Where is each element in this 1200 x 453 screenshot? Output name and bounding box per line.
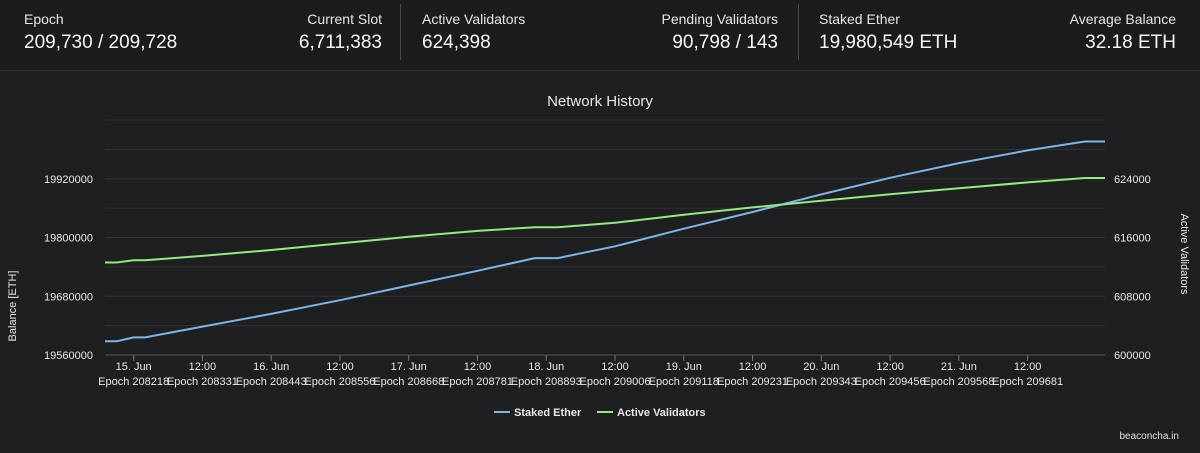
x-tick-epoch: Epoch 209006 <box>580 376 651 388</box>
legend-label: Active Validators <box>617 407 706 419</box>
legend-item-active-validators[interactable]: Active Validators <box>597 407 706 419</box>
x-axis: 15. Jun Epoch 208218 12:00 Epoch 208331 16. … <box>98 354 1105 388</box>
x-tick-date: 12:00 <box>326 361 354 373</box>
x-tick-epoch: Epoch 208781 <box>442 376 513 388</box>
chart-grid <box>105 119 1105 356</box>
y-axis-left-title: Balance [ETH] <box>7 271 19 342</box>
x-tick-epoch: Epoch 208331 <box>167 376 238 388</box>
x-tick-date: 15. Jun <box>116 361 152 373</box>
x-tick-epoch: Epoch 208443 <box>236 376 307 388</box>
x-tick-date: 12:00 <box>189 361 217 373</box>
chart-title: Network History <box>547 93 653 110</box>
network-history-chart[interactable]: Network History 19560000 19680000 19800000… <box>0 71 1200 448</box>
stat-current-slot-value: 6,711,383 <box>298 32 382 53</box>
stats-divider <box>798 4 799 60</box>
stat-active-validators: Active Validators 624,398 <box>422 10 525 55</box>
stat-staked-ether-value: 19,980,549 ETH <box>819 32 958 53</box>
x-tick-date: 20. Jun <box>803 361 839 373</box>
x-tick-date: 12:00 <box>739 361 767 373</box>
x-tick-epoch: Epoch 209681 <box>992 376 1063 388</box>
stat-average-balance-value: 32.18 ETH <box>1085 32 1176 53</box>
x-tick-epoch: Epoch 209118 <box>649 376 719 388</box>
x-tick-epoch: Epoch 209343 <box>786 376 857 388</box>
stat-pending-validators-value: 90,798 / 143 <box>672 32 778 53</box>
watermark[interactable]: beaconcha.in <box>1120 431 1180 442</box>
x-tick-date: 21. Jun <box>941 361 977 373</box>
y2-tick-label: 608000 <box>1114 291 1151 303</box>
stat-average-balance: Average Balance 32.18 ETH <box>1070 10 1176 55</box>
y2-tick-label: 600000 <box>1114 350 1151 362</box>
y2-tick-label: 616000 <box>1114 233 1151 245</box>
y-tick-label: 19680000 <box>44 291 93 303</box>
stat-epoch-value: 209,730 / 209,728 <box>24 32 178 53</box>
stat-active-validators-label: Active Validators <box>422 11 526 27</box>
x-tick-date: 12:00 <box>601 361 629 373</box>
stat-staked-ether-label: Staked Ether <box>819 11 900 27</box>
x-tick-epoch: Epoch 209231 <box>717 376 788 388</box>
x-tick-date: 12:00 <box>464 361 492 373</box>
x-tick-epoch: Epoch 208218 <box>98 376 169 388</box>
stat-staked-ether: Staked Ether 19,980,549 ETH <box>819 10 957 55</box>
stat-active-validators-value: 624,398 <box>422 32 491 53</box>
x-tick-epoch: Epoch 208556 <box>304 376 375 388</box>
stats-bar: Epoch 209,730 / 209,728 Current Slot 6,7… <box>0 0 1200 71</box>
chart-series[interactable] <box>105 140 1105 343</box>
series-line-staked-ether[interactable] <box>105 140 1105 343</box>
y-axis-right-title: Active Validators <box>1178 213 1190 295</box>
stat-average-balance-label: Average Balance <box>1069 11 1176 27</box>
y-tick-label: 19560000 <box>44 350 93 362</box>
x-tick-date: 16. Jun <box>253 361 289 373</box>
x-tick-epoch: Epoch 209456 <box>855 376 926 388</box>
chart-legend[interactable]: Staked Ether Active Validators <box>494 407 706 419</box>
y-tick-label: 19920000 <box>44 174 93 186</box>
stat-epoch-label: Epoch <box>24 11 64 27</box>
series-line-active-validators[interactable] <box>105 177 1105 264</box>
stat-pending-validators: Pending Validators 90,798 / 143 <box>662 10 778 55</box>
stats-divider <box>400 4 401 60</box>
stats-panel-epoch: Epoch 209,730 / 209,728 Current Slot 6,7… <box>0 0 400 70</box>
x-tick-date: 18. Jun <box>528 361 564 373</box>
chart-svg[interactable]: Network History 19560000 19680000 19800000… <box>0 71 1200 448</box>
y2-tick-label: 624000 <box>1114 174 1151 186</box>
y-tick-label: 19800000 <box>44 233 93 245</box>
legend-label: Staked Ether <box>514 407 582 419</box>
stats-panel-balance: Staked Ether 19,980,549 ETH Average Bala… <box>799 0 1200 70</box>
x-tick-date: 19. Jun <box>666 361 702 373</box>
stat-current-slot: Current Slot 6,711,383 <box>299 10 382 55</box>
stat-current-slot-label: Current Slot <box>307 11 382 27</box>
y-axis-left: 19560000 19680000 19800000 19920000 <box>44 174 93 362</box>
stats-panel-validators: Active Validators 624,398 Pending Valida… <box>401 0 798 70</box>
y-axis-right: 600000 608000 616000 624000 <box>1114 174 1151 362</box>
x-tick-epoch: Epoch 209568 <box>923 376 994 388</box>
stat-epoch: Epoch 209,730 / 209,728 <box>24 10 177 55</box>
x-tick-date: 12:00 <box>876 361 904 373</box>
x-tick-date: 12:00 <box>1014 361 1042 373</box>
x-tick-date: 17. Jun <box>391 361 427 373</box>
stat-pending-validators-label: Pending Validators <box>661 11 778 27</box>
x-tick-epoch: Epoch 208668 <box>373 376 444 388</box>
legend-item-staked-ether[interactable]: Staked Ether <box>494 407 582 419</box>
x-tick-epoch: Epoch 208893 <box>511 376 582 388</box>
